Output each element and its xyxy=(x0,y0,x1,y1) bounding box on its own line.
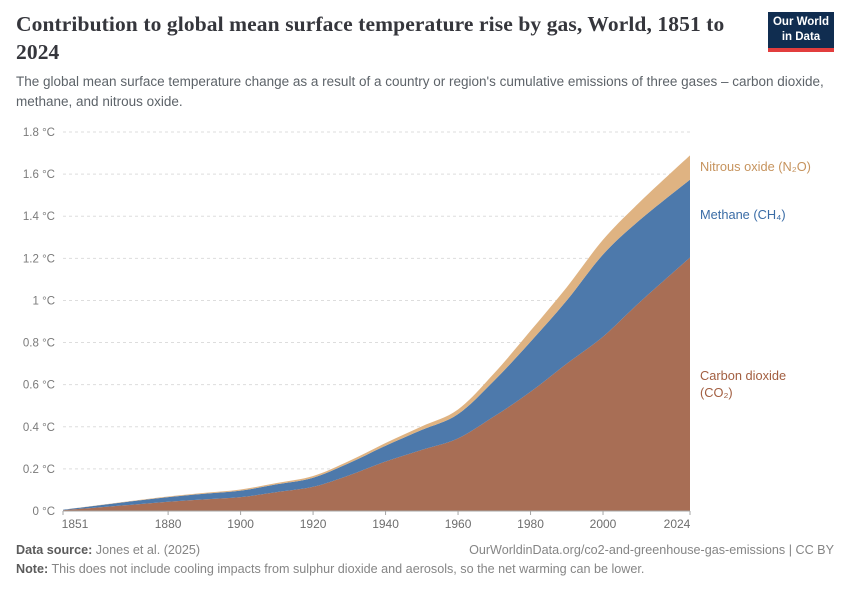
svg-text:1920: 1920 xyxy=(300,517,327,531)
series-label-methane: Methane (CH₄) xyxy=(700,207,786,222)
data-source-label: Data source: xyxy=(16,543,93,557)
svg-text:1960: 1960 xyxy=(445,517,472,531)
svg-text:1940: 1940 xyxy=(372,517,399,531)
svg-text:1.2 °C: 1.2 °C xyxy=(23,253,55,265)
svg-text:1880: 1880 xyxy=(155,517,182,531)
svg-text:2000: 2000 xyxy=(590,517,617,531)
svg-text:0.4 °C: 0.4 °C xyxy=(23,422,55,434)
svg-text:1 °C: 1 °C xyxy=(33,295,56,307)
footer-note: Note: This does not include cooling impa… xyxy=(16,562,834,576)
series-label-nitrous-oxide: Nitrous oxide (N₂O) xyxy=(700,159,811,174)
page-title: Contribution to global mean surface temp… xyxy=(16,12,725,65)
owid-logo-line2: in Data xyxy=(781,31,821,43)
svg-text:0.6 °C: 0.6 °C xyxy=(23,380,55,392)
data-source-value: Jones et al. (2025) xyxy=(95,543,201,557)
svg-text:2024: 2024 xyxy=(664,517,691,531)
footer-note-label: Note: xyxy=(16,562,49,576)
svg-text:1980: 1980 xyxy=(517,517,544,531)
canonical-url-link[interactable]: OurWorldinData.org/co2-and-greenhouse-ga… xyxy=(469,543,834,557)
svg-text:1851: 1851 xyxy=(62,517,89,531)
owid-logo: Our World in Data xyxy=(768,12,834,52)
svg-text:0.8 °C: 0.8 °C xyxy=(23,338,55,350)
owid-logo-line1: Our World xyxy=(772,16,829,29)
series-label-carbon-dioxide: Carbon dioxide (CO₂) xyxy=(700,368,786,401)
chart-subtitle: The global mean surface temperature chan… xyxy=(16,74,824,110)
data-source: Data source: Jones et al. (2025) xyxy=(16,543,200,557)
chart-footer: Data source: Jones et al. (2025) OurWorl… xyxy=(16,543,834,576)
series-label-carbon-dioxide-line2: (CO₂) xyxy=(700,384,733,400)
svg-text:1.6 °C: 1.6 °C xyxy=(23,169,55,181)
series-label-carbon-dioxide-line1: Carbon dioxide xyxy=(700,368,787,383)
svg-text:1900: 1900 xyxy=(227,517,254,531)
stacked-area-chart[interactable]: 0 °C 0.2 °C 0.4 °C 0.6 °C 0.8 °C 1 °C 1.2 °C 1.… xyxy=(0,120,850,540)
svg-text:1.4 °C: 1.4 °C xyxy=(23,211,55,223)
footer-note-value: This does not include cooling impacts fr… xyxy=(51,562,645,576)
svg-text:0 °C: 0 °C xyxy=(33,506,56,518)
svg-text:1.8 °C: 1.8 °C xyxy=(23,127,55,139)
svg-text:0.2 °C: 0.2 °C xyxy=(23,464,55,476)
